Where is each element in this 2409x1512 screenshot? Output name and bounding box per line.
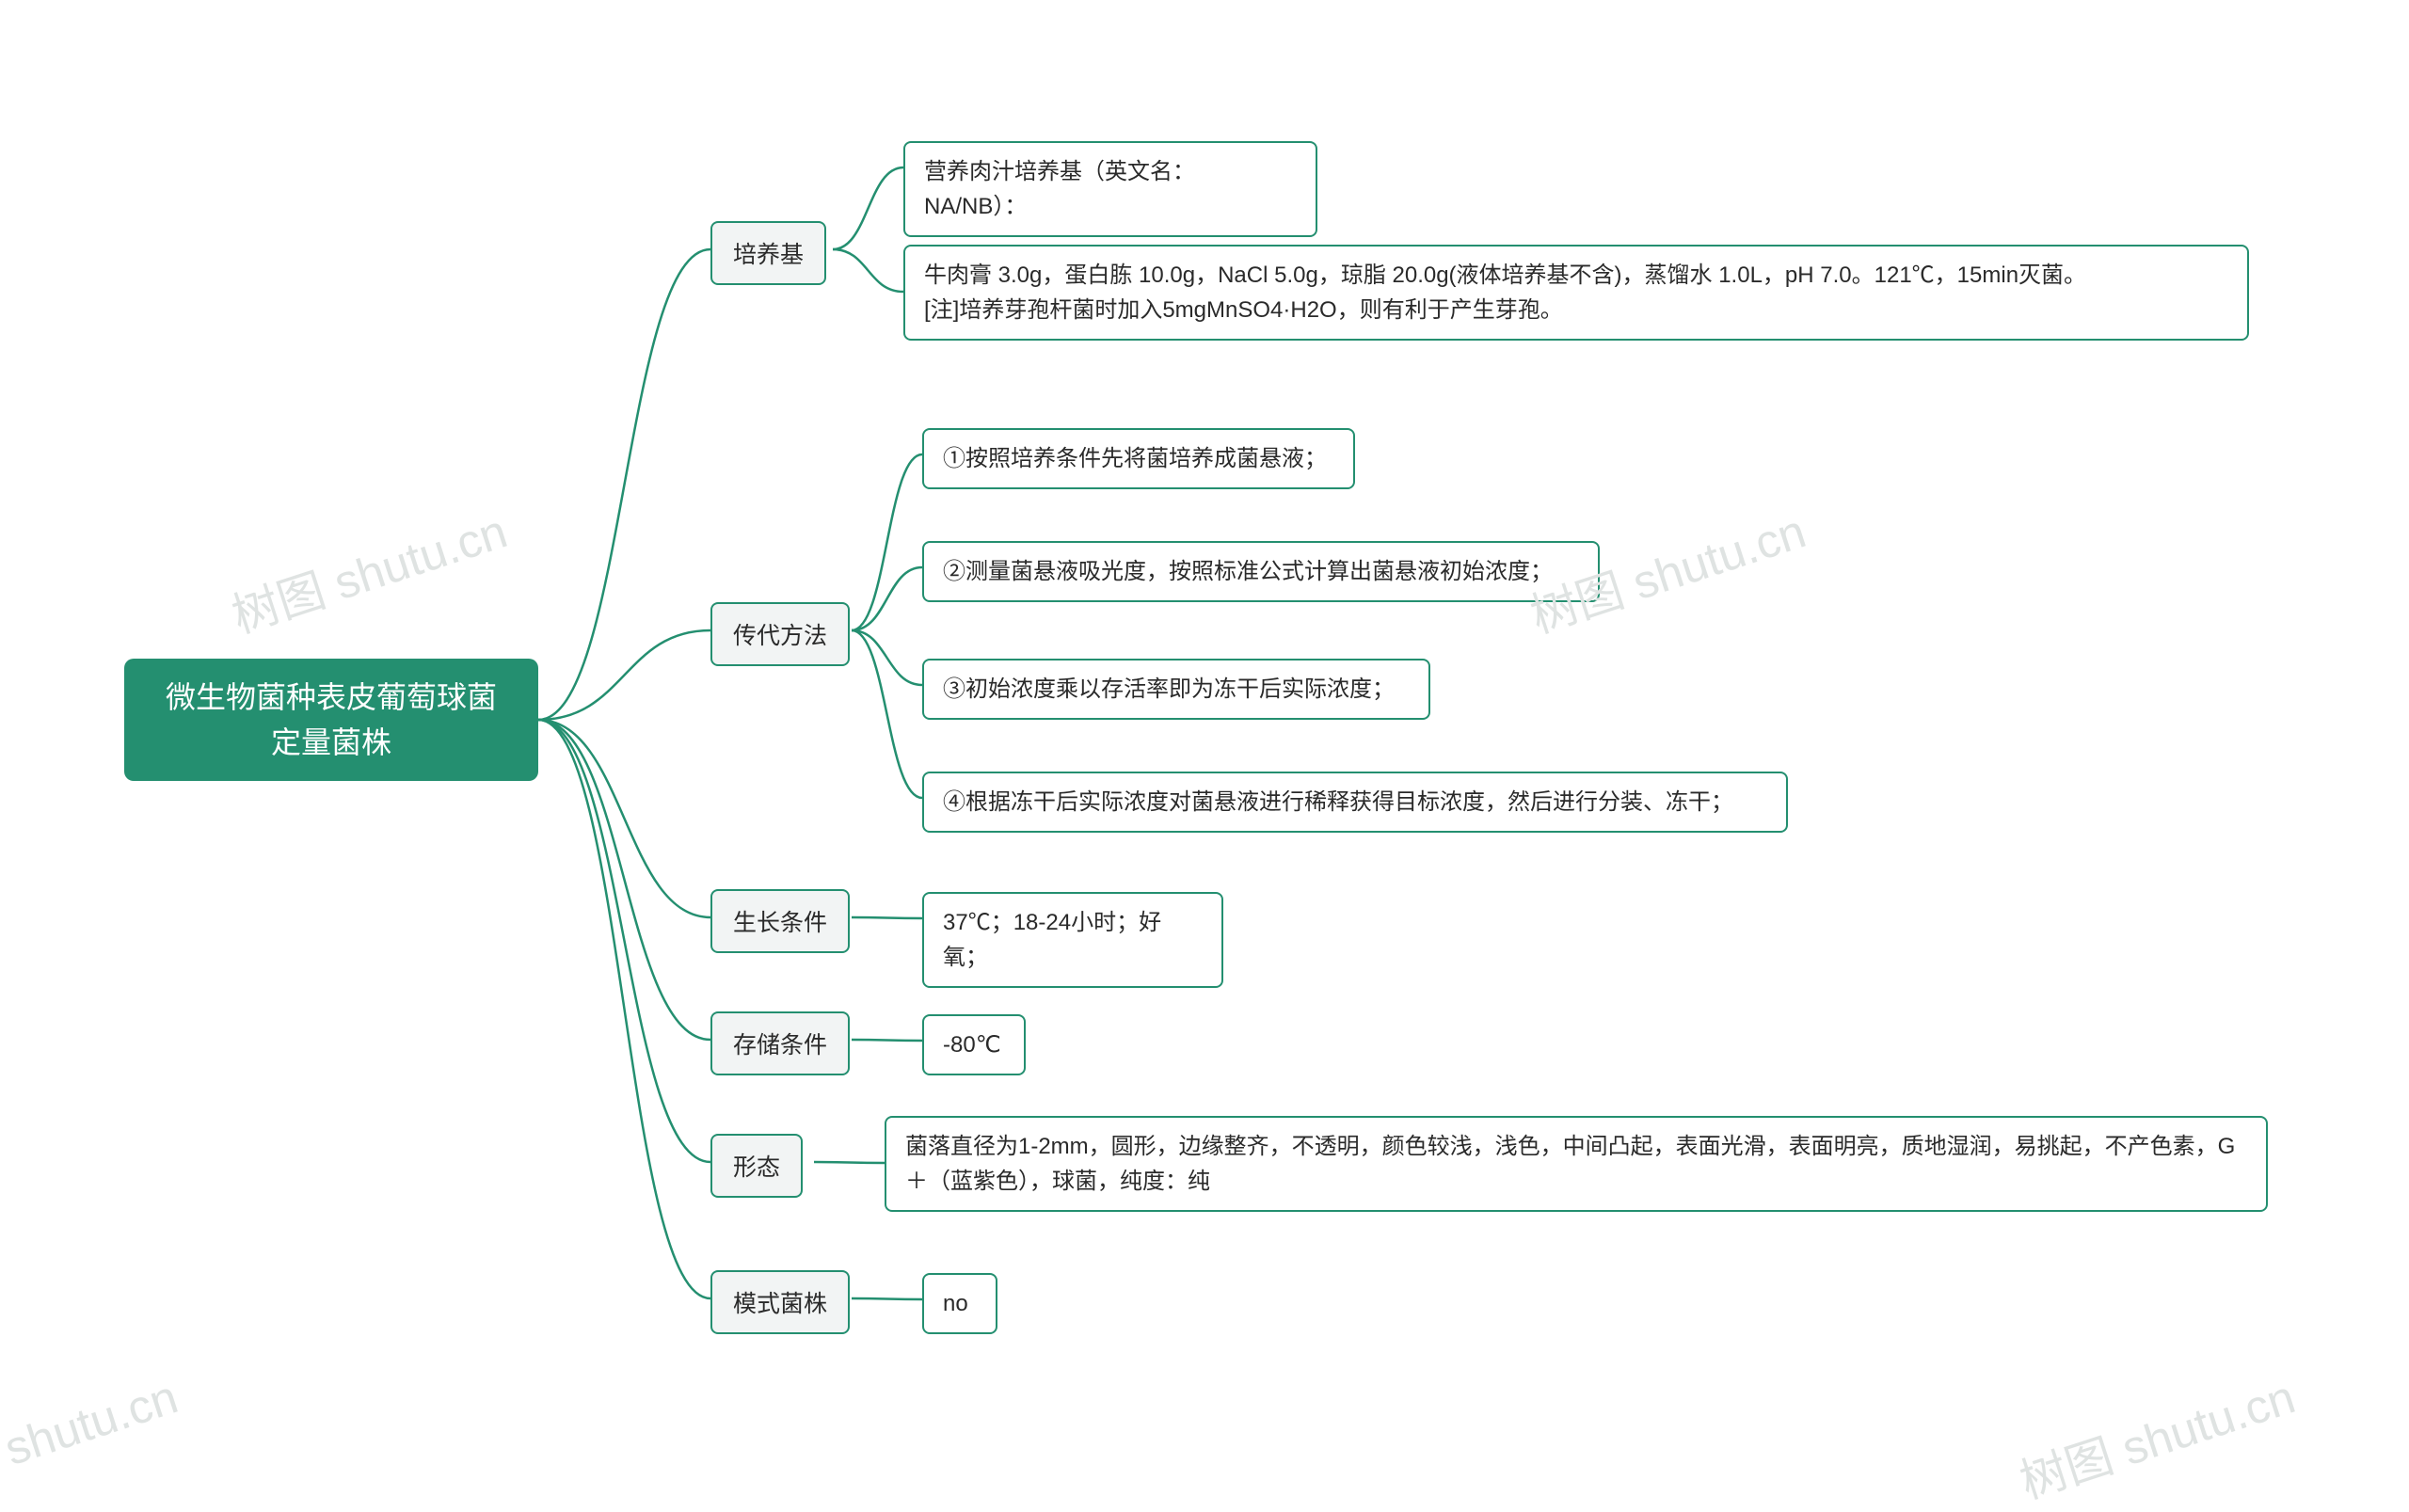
leaf-b3l1[interactable]: 37℃；18-24小时；好氧； <box>922 892 1223 988</box>
leaf-b2l3[interactable]: ③初始浓度乘以存活率即为冻干后实际浓度； <box>922 659 1430 720</box>
leaf-b2l1[interactable]: ①按照培养条件先将菌培养成菌悬液； <box>922 428 1355 489</box>
edge <box>538 249 710 720</box>
edge <box>852 1040 922 1041</box>
branch-b2[interactable]: 传代方法 <box>710 602 850 666</box>
edge <box>852 630 922 685</box>
edge <box>852 454 922 630</box>
edge <box>814 1162 885 1163</box>
edge <box>852 567 922 630</box>
edge <box>538 720 710 1298</box>
watermark: 树图 shutu.cn <box>222 494 514 646</box>
edge <box>852 630 922 798</box>
branch-b6[interactable]: 模式菌株 <box>710 1270 850 1334</box>
edge <box>538 630 710 720</box>
leaf-b1l1[interactable]: 营养肉汁培养基（英文名：NA/NB）： <box>903 141 1317 237</box>
leaf-b1l2[interactable]: 牛肉膏 3.0g，蛋白胨 10.0g，NaCl 5.0g，琼脂 20.0g(液体… <box>903 245 2249 341</box>
edge <box>538 720 710 1040</box>
leaf-b2l4[interactable]: ④根据冻干后实际浓度对菌悬液进行稀释获得目标浓度，然后进行分装、冻干； <box>922 772 1788 833</box>
edge <box>833 249 903 292</box>
leaf-b4l1[interactable]: -80℃ <box>922 1014 1026 1075</box>
watermark: 树图 shutu.cn <box>0 1360 185 1512</box>
leaf-b5l1[interactable]: 菌落直径为1-2mm，圆形，边缘整齐，不透明，颜色较浅，浅色，中间凸起，表面光滑… <box>885 1116 2268 1212</box>
leaf-b2l2[interactable]: ②测量菌悬液吸光度，按照标准公式计算出菌悬液初始浓度； <box>922 541 1600 602</box>
edge <box>852 917 922 918</box>
leaf-b6l1[interactable]: no <box>922 1273 997 1334</box>
root-node[interactable]: 微生物菌种表皮葡萄球菌定量菌株 <box>124 659 538 781</box>
edge <box>852 1298 922 1299</box>
edge <box>538 720 710 1162</box>
mindmap-canvas: 微生物菌种表皮葡萄球菌定量菌株 培养基 营养肉汁培养基（英文名：NA/NB）：牛肉… <box>0 0 2409 1439</box>
edge <box>833 167 903 249</box>
edge <box>538 720 710 917</box>
branch-b5[interactable]: 形态 <box>710 1134 803 1198</box>
branch-b3[interactable]: 生长条件 <box>710 889 850 953</box>
branch-b1[interactable]: 培养基 <box>710 221 826 285</box>
watermark: 树图 shutu.cn <box>2010 1360 2302 1512</box>
branch-b4[interactable]: 存储条件 <box>710 1011 850 1075</box>
